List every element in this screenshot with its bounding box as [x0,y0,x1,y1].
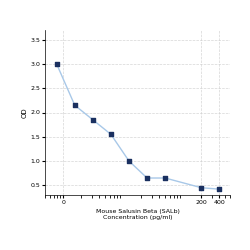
Point [91,118,95,122]
Point [109,132,113,136]
Point [163,176,167,180]
Point [127,159,131,163]
Point [145,176,149,180]
Point [55,62,59,66]
X-axis label: Mouse Salusin Beta (SALb)
Concentration (pg/ml): Mouse Salusin Beta (SALb) Concentration … [96,209,180,220]
Point [218,187,222,191]
Point [73,103,77,107]
Y-axis label: OD: OD [22,107,28,118]
Point [199,186,203,190]
